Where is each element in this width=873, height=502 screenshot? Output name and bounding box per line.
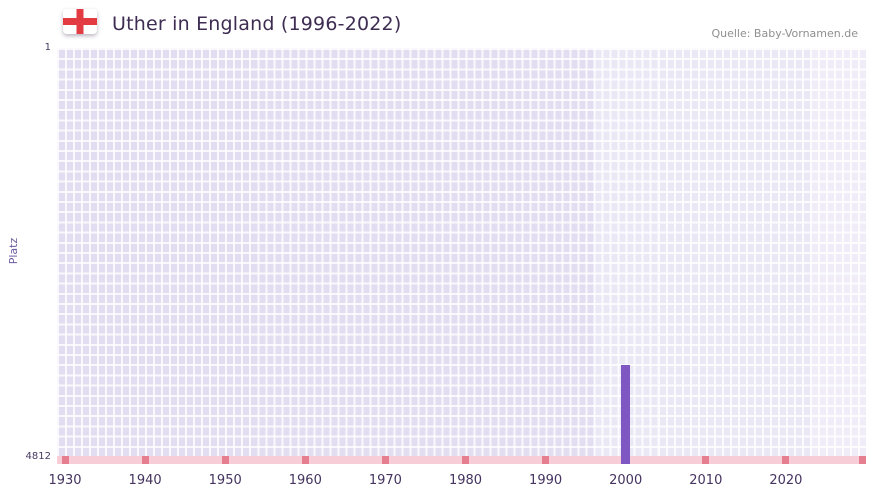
axis-tick-mark: [61, 456, 69, 464]
axis-tick-mark: [702, 456, 710, 464]
y-axis-title: Platz: [7, 237, 20, 265]
grid-overlay: [57, 48, 866, 456]
x-tick-label: 1980: [448, 473, 483, 488]
x-tick-label: 1990: [529, 473, 563, 488]
source-label: Quelle: Baby-Vornamen.de: [711, 27, 858, 40]
x-axis-strip: [57, 456, 866, 464]
x-tick-label: 2000: [609, 473, 643, 488]
x-tick-label: 1940: [128, 473, 162, 488]
axis-tick-mark: [381, 456, 389, 464]
axis-tick-mark: [542, 456, 550, 464]
x-tick-label: 1930: [48, 473, 82, 488]
page-title: Uther in England (1996-2022): [112, 13, 402, 35]
rank-bar-2000[interactable]: [621, 365, 631, 464]
axis-tick-mark: [782, 456, 790, 464]
y-tick-max: 4812: [25, 451, 51, 462]
axis-tick-mark: [301, 456, 309, 464]
x-tick-label: 1960: [288, 473, 322, 488]
axis-tick-mark: [141, 456, 149, 464]
england-flag-icon: [63, 9, 97, 34]
axis-tick-mark: [462, 456, 469, 464]
x-tick-label: 1950: [208, 473, 242, 488]
plot-area: [57, 48, 866, 464]
x-tick-label: 1970: [368, 473, 402, 488]
x-tick-label: 2020: [769, 473, 803, 488]
axis-tick-mark: [221, 456, 229, 464]
y-tick-min: 1: [44, 42, 51, 53]
x-tick-label: 2010: [689, 473, 723, 488]
axis-end-tick-mark: [859, 456, 866, 464]
